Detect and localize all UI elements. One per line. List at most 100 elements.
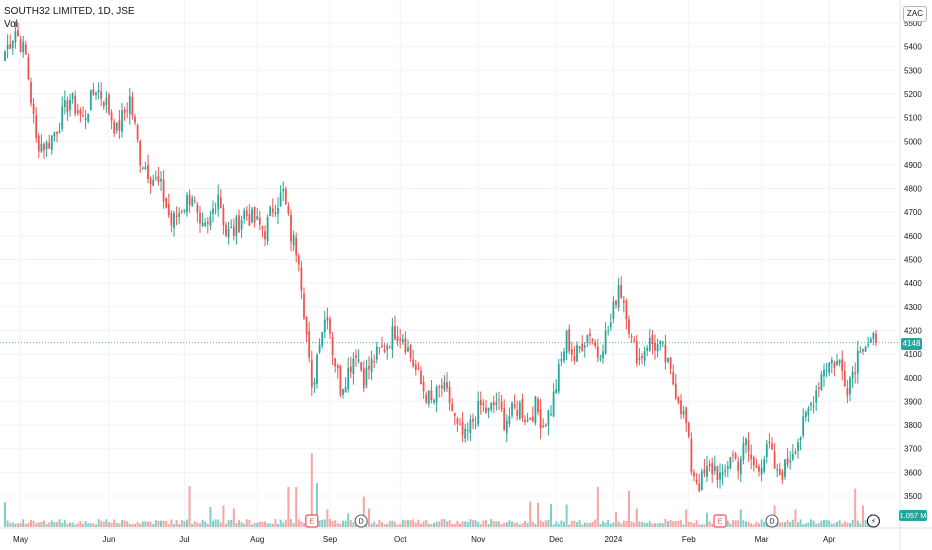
month-tick-label: Sep bbox=[323, 535, 338, 544]
candle-body bbox=[196, 204, 199, 213]
earnings-event-marker[interactable]: E bbox=[305, 514, 319, 528]
candle-body bbox=[9, 44, 12, 49]
candle-body bbox=[123, 109, 126, 113]
volume-bar bbox=[654, 523, 656, 527]
candle-body bbox=[157, 176, 160, 182]
volume-bar bbox=[591, 521, 594, 527]
volume-bar bbox=[594, 519, 597, 527]
volume-bar bbox=[256, 522, 259, 527]
dividend-event-marker[interactable]: D bbox=[765, 514, 779, 528]
candle-body bbox=[261, 226, 264, 230]
candle-body bbox=[446, 382, 448, 389]
price-tick-label: 4200 bbox=[904, 326, 922, 335]
volume-bar bbox=[375, 524, 378, 527]
volume-bar bbox=[682, 524, 685, 527]
volume-bar bbox=[193, 521, 196, 527]
volume-bar bbox=[459, 523, 461, 527]
candle-body bbox=[604, 330, 607, 354]
candle-body bbox=[188, 194, 191, 205]
volume-bar bbox=[89, 523, 92, 527]
volume-bar bbox=[789, 522, 792, 527]
candle-body bbox=[264, 231, 266, 240]
candle-body bbox=[331, 336, 334, 356]
candle-body bbox=[869, 339, 872, 343]
volume-bar bbox=[529, 501, 532, 527]
candle-body bbox=[820, 374, 823, 391]
volume-bar bbox=[492, 520, 495, 527]
volume-bar bbox=[253, 522, 256, 527]
volume-bar bbox=[180, 520, 183, 527]
candle-body bbox=[383, 349, 386, 352]
candle-body bbox=[43, 144, 45, 151]
candle-body bbox=[136, 125, 139, 140]
candle-body bbox=[771, 443, 773, 450]
month-tick-label: Feb bbox=[682, 535, 696, 544]
candle-body bbox=[807, 408, 810, 416]
candle-body bbox=[862, 348, 864, 352]
volume-bar bbox=[388, 520, 391, 527]
volume-bar bbox=[264, 521, 266, 527]
candle-body bbox=[716, 466, 719, 481]
volume-bar bbox=[422, 521, 425, 527]
volume-bar bbox=[349, 519, 352, 527]
candle-body bbox=[817, 387, 820, 390]
volume-bar bbox=[102, 521, 105, 527]
candle-body bbox=[755, 465, 758, 468]
candle-body bbox=[680, 400, 682, 414]
price-tick-label: 3800 bbox=[904, 421, 922, 430]
earnings-event-marker[interactable]: E bbox=[713, 514, 727, 528]
volume-bar bbox=[526, 522, 529, 527]
candle-body bbox=[347, 368, 350, 389]
volume-bar bbox=[864, 520, 867, 527]
candle-body bbox=[370, 358, 373, 373]
candle-body bbox=[786, 458, 789, 465]
volume-bar bbox=[186, 519, 188, 527]
volume-bar bbox=[672, 521, 675, 527]
candle-body bbox=[269, 206, 272, 217]
candle-body bbox=[212, 208, 214, 215]
candle-body bbox=[612, 301, 615, 319]
candle-body bbox=[550, 414, 552, 416]
volume-bar bbox=[622, 520, 625, 527]
volume-bar bbox=[851, 519, 854, 527]
price-tick-label: 4400 bbox=[904, 279, 922, 288]
candle-body bbox=[472, 418, 474, 422]
volume-bar bbox=[729, 523, 732, 527]
candle-body bbox=[557, 364, 560, 392]
candle-body bbox=[297, 255, 300, 265]
candle-body bbox=[232, 226, 235, 237]
candle-body bbox=[19, 39, 22, 53]
volume-bar bbox=[646, 523, 649, 527]
volume-bar bbox=[547, 519, 550, 527]
volume-bar bbox=[404, 520, 407, 527]
candle-body bbox=[833, 362, 836, 369]
volume-bar bbox=[461, 521, 464, 527]
volume-bar bbox=[755, 521, 758, 527]
volume-bar bbox=[503, 522, 506, 527]
volume-bar bbox=[11, 522, 14, 527]
candle-body bbox=[113, 121, 116, 134]
candle-body bbox=[230, 226, 233, 228]
candle-body bbox=[537, 398, 539, 413]
candle-body bbox=[672, 372, 675, 385]
volume-bar bbox=[35, 523, 38, 527]
volume-bar bbox=[843, 521, 846, 527]
volume-bar bbox=[274, 519, 277, 527]
candle-body bbox=[552, 391, 555, 417]
candle-body bbox=[225, 224, 227, 236]
candle-body bbox=[451, 403, 454, 411]
split-event-marker[interactable]: ⚡ bbox=[866, 514, 880, 528]
dividend-event-marker[interactable]: D bbox=[354, 514, 368, 528]
volume-bar bbox=[745, 521, 747, 527]
candle-body bbox=[50, 135, 53, 151]
month-tick-label: Oct bbox=[394, 535, 407, 544]
currency-button[interactable]: ZAC bbox=[903, 6, 927, 22]
volume-bar bbox=[563, 521, 565, 527]
candle-body bbox=[492, 402, 495, 406]
candle-body bbox=[708, 464, 711, 467]
candle-body bbox=[734, 453, 737, 459]
candle-body bbox=[245, 210, 248, 216]
volume-bar bbox=[586, 522, 589, 527]
candle-body bbox=[729, 456, 732, 469]
